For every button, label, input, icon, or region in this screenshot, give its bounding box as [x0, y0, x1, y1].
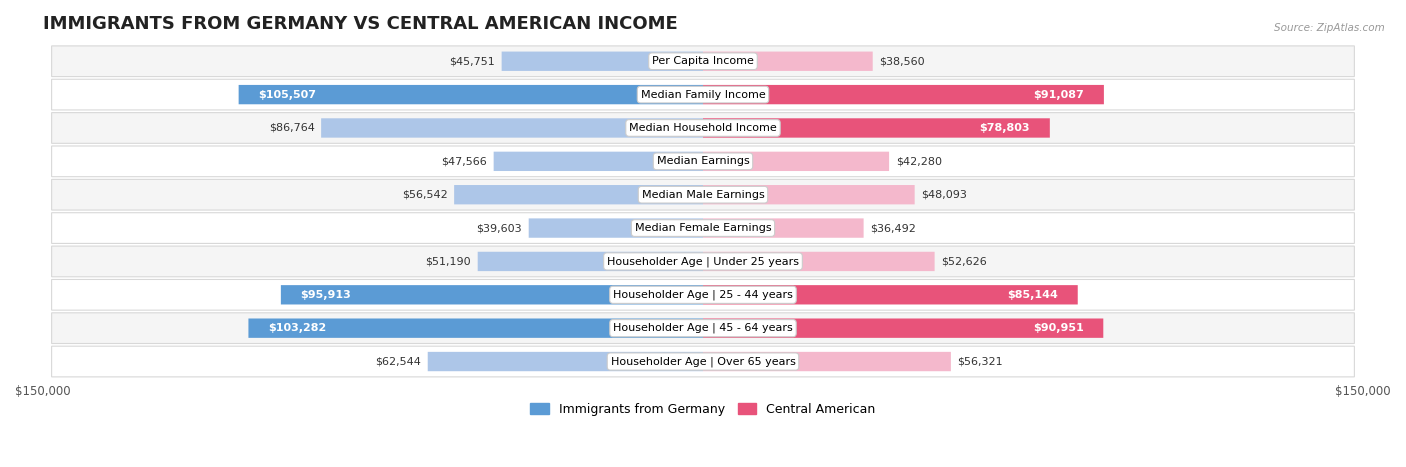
FancyBboxPatch shape — [454, 185, 703, 205]
FancyBboxPatch shape — [703, 118, 1050, 138]
FancyBboxPatch shape — [478, 252, 703, 271]
FancyBboxPatch shape — [52, 246, 1354, 277]
Text: Householder Age | 25 - 44 years: Householder Age | 25 - 44 years — [613, 290, 793, 300]
Text: $36,492: $36,492 — [870, 223, 917, 233]
FancyBboxPatch shape — [249, 318, 703, 338]
Text: Median Female Earnings: Median Female Earnings — [634, 223, 772, 233]
FancyBboxPatch shape — [52, 146, 1354, 177]
Text: Median Family Income: Median Family Income — [641, 90, 765, 99]
Text: $91,087: $91,087 — [1033, 90, 1084, 99]
Text: $52,626: $52,626 — [941, 256, 987, 267]
Text: Householder Age | 45 - 64 years: Householder Age | 45 - 64 years — [613, 323, 793, 333]
FancyBboxPatch shape — [703, 352, 950, 371]
Text: Median Household Income: Median Household Income — [628, 123, 778, 133]
Text: $95,913: $95,913 — [301, 290, 352, 300]
Text: Median Male Earnings: Median Male Earnings — [641, 190, 765, 200]
Text: Source: ZipAtlas.com: Source: ZipAtlas.com — [1274, 23, 1385, 33]
FancyBboxPatch shape — [52, 79, 1354, 110]
FancyBboxPatch shape — [281, 285, 703, 304]
Text: $78,803: $78,803 — [980, 123, 1031, 133]
Text: Per Capita Income: Per Capita Income — [652, 56, 754, 66]
FancyBboxPatch shape — [52, 179, 1354, 210]
Text: $38,560: $38,560 — [879, 56, 925, 66]
Text: $86,764: $86,764 — [269, 123, 315, 133]
Text: $51,190: $51,190 — [426, 256, 471, 267]
FancyBboxPatch shape — [52, 213, 1354, 243]
FancyBboxPatch shape — [703, 85, 1104, 104]
FancyBboxPatch shape — [52, 346, 1354, 377]
Text: $103,282: $103,282 — [269, 323, 326, 333]
FancyBboxPatch shape — [52, 313, 1354, 344]
Text: Median Earnings: Median Earnings — [657, 156, 749, 166]
FancyBboxPatch shape — [52, 46, 1354, 77]
FancyBboxPatch shape — [321, 118, 703, 138]
Text: $56,542: $56,542 — [402, 190, 447, 200]
Text: Householder Age | Over 65 years: Householder Age | Over 65 years — [610, 356, 796, 367]
Text: Householder Age | Under 25 years: Householder Age | Under 25 years — [607, 256, 799, 267]
FancyBboxPatch shape — [703, 318, 1104, 338]
FancyBboxPatch shape — [427, 352, 703, 371]
Text: $85,144: $85,144 — [1007, 290, 1057, 300]
FancyBboxPatch shape — [494, 152, 703, 171]
FancyBboxPatch shape — [529, 219, 703, 238]
Text: $56,321: $56,321 — [957, 356, 1002, 367]
Text: $48,093: $48,093 — [921, 190, 967, 200]
FancyBboxPatch shape — [703, 51, 873, 71]
Legend: Immigrants from Germany, Central American: Immigrants from Germany, Central America… — [526, 398, 880, 421]
Text: $39,603: $39,603 — [477, 223, 522, 233]
FancyBboxPatch shape — [703, 185, 915, 205]
FancyBboxPatch shape — [703, 152, 889, 171]
FancyBboxPatch shape — [52, 279, 1354, 310]
FancyBboxPatch shape — [502, 51, 703, 71]
Text: $105,507: $105,507 — [259, 90, 316, 99]
FancyBboxPatch shape — [52, 113, 1354, 143]
Text: $62,544: $62,544 — [375, 356, 422, 367]
Text: IMMIGRANTS FROM GERMANY VS CENTRAL AMERICAN INCOME: IMMIGRANTS FROM GERMANY VS CENTRAL AMERI… — [42, 15, 678, 33]
Text: $47,566: $47,566 — [441, 156, 486, 166]
Text: $90,951: $90,951 — [1033, 323, 1084, 333]
Text: $45,751: $45,751 — [450, 56, 495, 66]
Text: $42,280: $42,280 — [896, 156, 942, 166]
FancyBboxPatch shape — [703, 285, 1078, 304]
FancyBboxPatch shape — [703, 252, 935, 271]
FancyBboxPatch shape — [239, 85, 703, 104]
FancyBboxPatch shape — [703, 219, 863, 238]
